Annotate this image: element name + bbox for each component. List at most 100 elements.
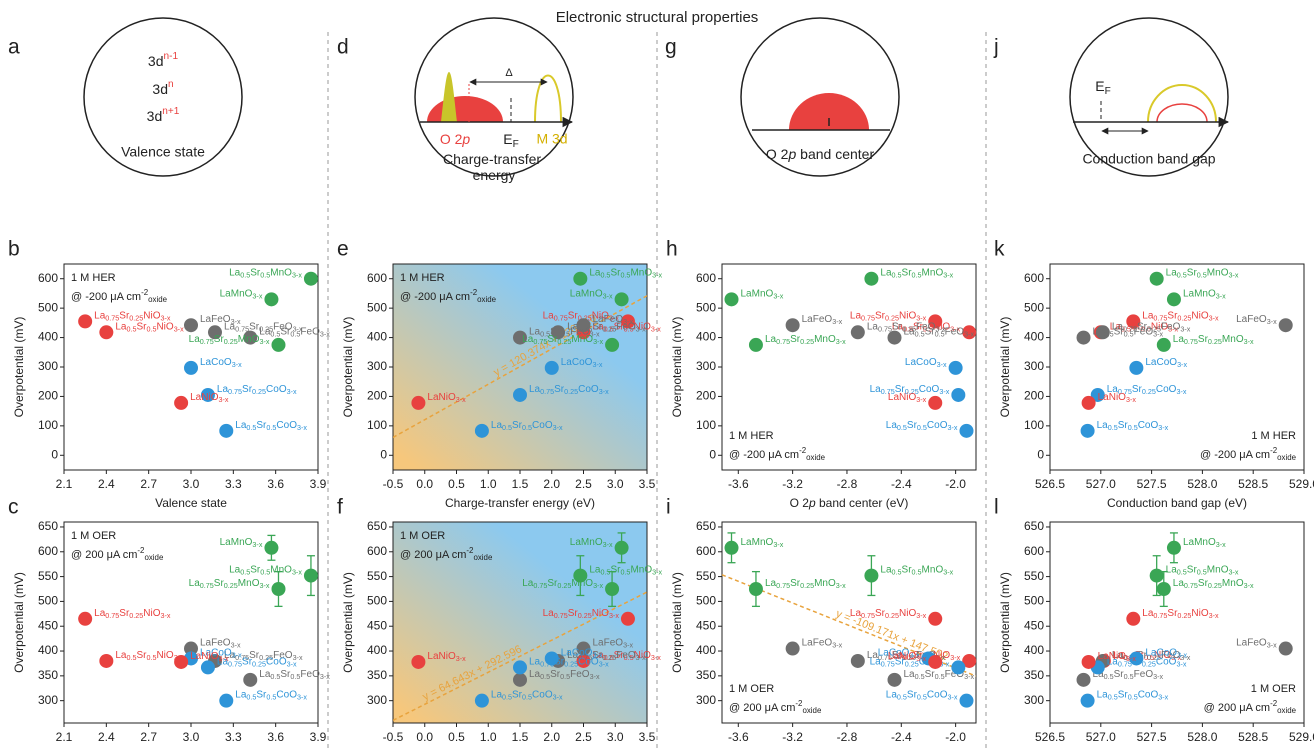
annotation: 1 M HER — [729, 430, 774, 442]
text-part: 3d — [148, 53, 164, 69]
text-part: O — [940, 689, 948, 700]
x-axis-label: Conduction band gap (eV) — [1107, 496, 1247, 510]
x-tick-label: 527.0 — [1086, 477, 1116, 491]
point-label: La0.75Sr0.25FeO3-x — [1112, 321, 1191, 333]
text-part: 3-x — [943, 568, 953, 577]
text-part: La — [522, 334, 534, 345]
annotation: 1 M HER — [71, 272, 116, 284]
annotation: @ 200 μA cm-2oxide — [1204, 699, 1297, 715]
text-part: Sr — [119, 310, 130, 321]
text-part: 0.25 — [564, 387, 578, 396]
x-tick-label: 528.0 — [1187, 477, 1217, 491]
text-part: Sr — [907, 420, 918, 431]
text-part: O — [595, 288, 603, 299]
text-part: 3-x — [1267, 640, 1277, 649]
text-part: Sr — [925, 326, 936, 337]
text-part: O — [935, 564, 943, 575]
text-part: 3-x — [252, 291, 262, 300]
text-part: 0.5 — [620, 568, 630, 577]
x-tick-label: 526.5 — [1035, 730, 1065, 744]
x-tick-label: -3.2 — [782, 730, 803, 744]
annotation: @ 200 μA cm-2oxide — [400, 546, 493, 562]
schematic-label: EF — [503, 131, 519, 150]
point-label: La0.5Sr0.5CoO3-x — [886, 420, 958, 432]
text-part: -2 — [466, 546, 473, 555]
text-part: Mn — [922, 267, 936, 278]
text-part: La — [543, 310, 555, 321]
point — [1129, 360, 1144, 375]
text-part: La — [570, 288, 582, 299]
text-part: O — [932, 384, 940, 395]
text-part: Charge-transfer — [443, 151, 545, 167]
text-part: La — [1173, 578, 1185, 589]
text-part: Ni — [634, 650, 643, 661]
text-part: O — [166, 321, 174, 332]
text-part: La — [94, 310, 106, 321]
text-part: Fe — [1161, 321, 1173, 332]
text-part: Sr — [250, 267, 261, 278]
text-part: O — [245, 288, 253, 299]
y-tick-label: 400 — [38, 330, 58, 344]
text-part: Mn — [238, 334, 252, 345]
x-tick-label: 2.5 — [575, 730, 592, 744]
point — [850, 653, 865, 668]
text-part: O — [908, 651, 916, 662]
x-tick-label: 527.5 — [1137, 477, 1167, 491]
y-tick-label: 600 — [1024, 544, 1044, 558]
point — [1126, 611, 1141, 626]
point — [785, 318, 800, 333]
y-axis-label: Overpotential (mV) — [12, 572, 26, 673]
text-part: 3-x — [1209, 313, 1219, 322]
text-part: 0.25 — [885, 313, 899, 322]
text-part: 3-x — [909, 650, 919, 659]
text-part: O — [935, 267, 943, 278]
point — [951, 387, 966, 402]
text-part: Sr — [614, 321, 625, 332]
point — [576, 653, 591, 668]
text-part: La — [802, 637, 814, 648]
text-part: 3-x — [174, 324, 184, 333]
text-part: F — [1105, 86, 1111, 97]
text-part: Mn — [630, 267, 644, 278]
point — [99, 653, 114, 668]
point — [724, 292, 739, 307]
plot-frame — [392, 521, 648, 724]
point-label: La0.5Sr0.5MnO3-x — [1166, 267, 1239, 279]
text-part: 3-x — [603, 291, 613, 300]
text-part: 0.25 — [902, 653, 916, 662]
text-part: 0.75 — [105, 611, 119, 620]
text-part: Ni — [933, 650, 942, 661]
text-part: La — [1166, 564, 1178, 575]
text-part: La — [1097, 420, 1109, 431]
text-part: 3-x — [293, 653, 303, 662]
text-part: O — [448, 392, 456, 403]
point — [271, 337, 286, 352]
text-part: O — [279, 656, 287, 667]
text-part: 0.5 — [146, 653, 156, 662]
point-label: La0.75Sr0.25CoO3-x — [1107, 384, 1187, 396]
x-tick-label: -2.4 — [891, 730, 912, 744]
text-part: Ni — [439, 651, 448, 662]
y-axis-label: Overpotential (mV) — [998, 572, 1012, 673]
text-part: La — [878, 647, 890, 658]
y-tick-label: 350 — [367, 668, 387, 682]
text-part: 3-x — [916, 654, 926, 663]
text-part: oxide — [806, 453, 826, 462]
text-part: Sr — [610, 564, 621, 575]
text-part: Fe — [1134, 326, 1146, 337]
text-part: Fe — [616, 321, 628, 332]
text-part: 0.25 — [259, 653, 273, 662]
x-tick-label: 3.0 — [607, 477, 624, 491]
schematic-label: EF — [1095, 78, 1111, 97]
y-tick-label: 300 — [38, 693, 58, 707]
annotation: 1 M OER — [400, 530, 445, 542]
text-part: O — [1173, 650, 1181, 661]
x-tick-label: -0.5 — [383, 730, 404, 744]
panel-letter: i — [666, 496, 671, 519]
text-part: 3-x — [1177, 360, 1187, 369]
text-part: O — [628, 650, 636, 661]
panel-letter: c — [8, 496, 19, 519]
x-tick-label: -2.0 — [945, 477, 966, 491]
text-part: Co — [919, 384, 932, 395]
y-tick-label: 0 — [380, 447, 387, 461]
